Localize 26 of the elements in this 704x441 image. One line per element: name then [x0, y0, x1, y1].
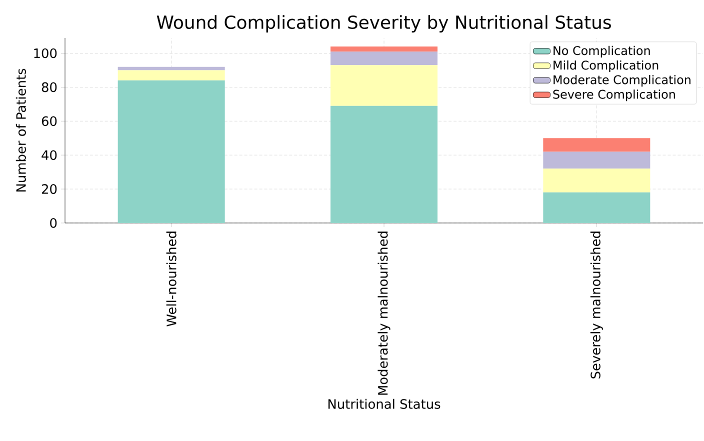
y-axis-title: Number of Patients	[16, 68, 26, 192]
bar	[543, 152, 650, 169]
x-axis-title: Nutritional Status	[328, 398, 440, 409]
bar	[330, 106, 438, 223]
y-tick-label: 100	[34, 48, 57, 58]
bar	[330, 52, 438, 66]
y-tick-label: 60	[42, 116, 57, 126]
bar	[118, 70, 225, 80]
legend-label: Severe Complication	[553, 90, 675, 102]
legend-label: No Complication	[554, 46, 650, 58]
x-tick-label: Moderately malnourished	[378, 232, 390, 395]
x-tick-label: Well-nourished	[166, 232, 176, 326]
bar	[543, 168, 650, 192]
y-tick-label: 20	[42, 184, 57, 194]
y-tick-label: 40	[42, 150, 57, 160]
legend-label: Mild Complication	[554, 60, 658, 72]
bar	[118, 80, 225, 223]
bar	[543, 192, 650, 223]
legend-label: Moderate Complication	[554, 75, 690, 87]
x-tick-label: Severely malnourished	[590, 232, 603, 378]
bar	[543, 138, 650, 152]
bar	[330, 46, 438, 52]
y-tick-label: 0	[50, 218, 57, 228]
y-tick-label: 80	[42, 82, 57, 92]
bar	[330, 65, 438, 106]
chart-title: Wound Complication Severity by Nutritional Status	[156, 15, 611, 32]
